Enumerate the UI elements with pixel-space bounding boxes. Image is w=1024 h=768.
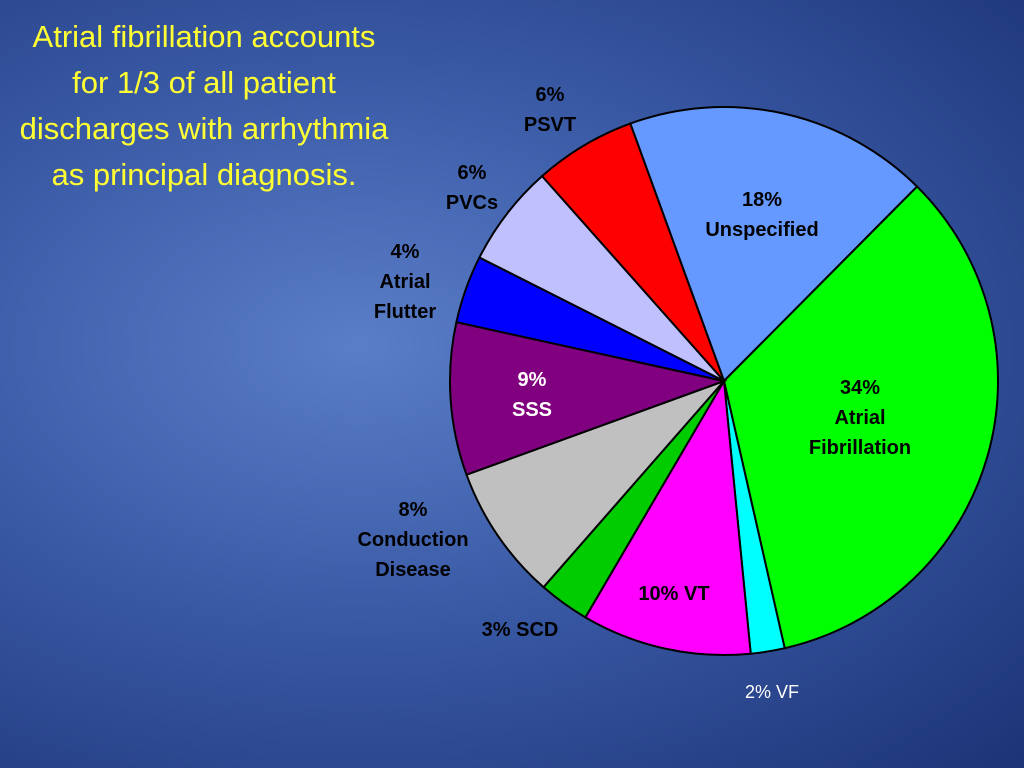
pie-slice [449,320,728,476]
slice-label: 6% PVCs [427,158,517,218]
slice-value-label: 10% [638,583,679,605]
slice-value-label: 3% [481,619,511,641]
slice-value-label: 6% [457,162,487,184]
pie-slice [540,122,725,382]
slice-value-label: 8% [398,499,428,521]
slice-value-label: 18% [741,189,783,211]
slice-category-label: VF [776,682,800,702]
pie-slice [583,377,752,656]
slice-label: 34% Atrial Fibrillation [785,373,935,463]
slice-category-label: Conduction Disease [357,529,469,581]
slice-category-label: SSS [511,399,553,421]
slice-value-label: 34% [839,377,881,399]
slice-category-label: SCD [516,619,559,641]
slice-label: 18% Unspecified [682,185,842,245]
slice-category-label: PVCs [445,192,499,214]
slice-label: 6% PSVT [505,80,595,140]
slice-category-label: Atrial Flutter [373,271,437,323]
slice-label: 9% SSS [492,365,572,425]
pie-slice [629,106,919,383]
slice-label: 4% Atrial Flutter [360,237,450,327]
slice-category-label: PSVT [523,114,577,136]
pie-slice [465,380,725,589]
slice-value-label: 4% [390,241,420,263]
slice-value-label: 2% [744,682,771,702]
slice-value-label: 6% [535,84,565,106]
slice-label: 3% SCD [450,615,590,645]
slice-category-label: VT [684,583,710,605]
chart-title: Atrial fibrillation accounts for 1/3 of … [19,19,389,192]
slice-category-label: Unspecified [705,219,819,241]
slice-label: 10% VT [604,579,744,609]
pie-slice [722,185,999,650]
slice-label: 8% Conduction Disease [338,495,488,585]
slice-value-label: 9% [517,369,547,391]
slice-category-label: Atrial Fibrillation [808,407,912,459]
slice-label: 2% VF [712,677,832,707]
